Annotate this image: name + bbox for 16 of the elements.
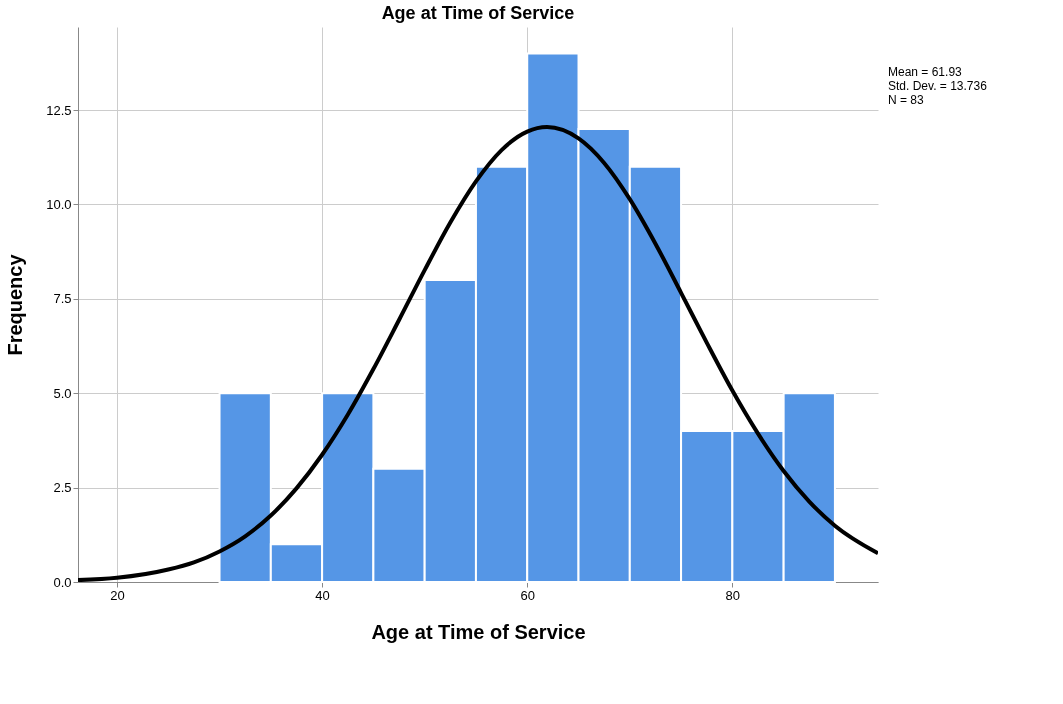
y-tick-label: 7.5 — [53, 291, 72, 307]
x-tick-label: 60 — [520, 587, 535, 603]
x-tick-label: 40 — [315, 587, 330, 603]
text: N = 83 — [888, 93, 925, 107]
x-axis-title: Age at Time of Service — [371, 620, 586, 643]
y-axis-title: Frequency — [4, 253, 27, 356]
y-tick-label: 12.5 — [46, 102, 72, 118]
x-tick-label: 20 — [110, 587, 125, 603]
x-tick-label: 80 — [725, 587, 741, 603]
y-tick-label: 0.0 — [53, 574, 72, 590]
chart-title: Age at Time of Service — [381, 3, 575, 23]
y-tick-label: 2.5 — [53, 480, 72, 496]
text: Mean = 61.93 — [888, 65, 963, 79]
y-tick-label: 5.0 — [53, 385, 72, 401]
text: Std. Dev. = 13.736 — [888, 79, 988, 93]
y-tick-label: 10.0 — [46, 196, 72, 212]
